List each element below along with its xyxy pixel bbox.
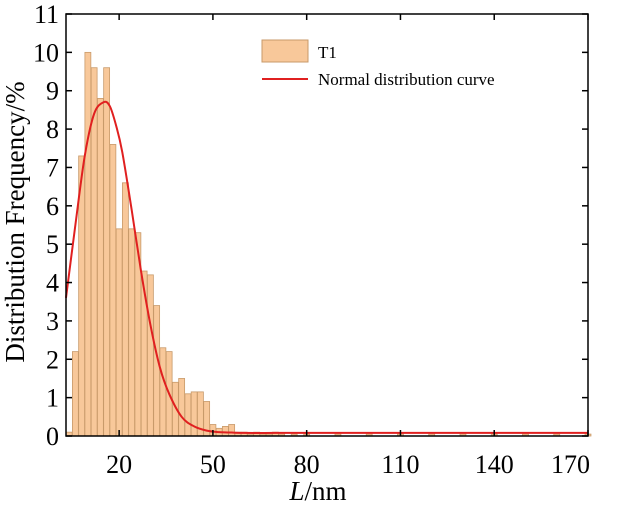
y-tick-label: 4 <box>46 269 59 298</box>
histogram-bar <box>153 305 161 437</box>
y-tick-label: 1 <box>46 384 59 413</box>
legend: T1 Normal distribution curve <box>261 39 495 89</box>
y-tick-label: 2 <box>46 345 59 374</box>
y-tick-label: 9 <box>46 77 59 106</box>
y-tick-label: 7 <box>46 153 59 182</box>
histogram-bar <box>184 393 192 437</box>
x-axis-title-unit: /nm <box>305 476 347 506</box>
y-tick-label: 10 <box>33 38 59 67</box>
histogram-bar <box>122 182 129 437</box>
bar-series-group <box>65 51 592 437</box>
y-tick-label: 8 <box>46 115 59 144</box>
histogram-bar <box>103 67 111 437</box>
histogram-bar <box>228 424 236 437</box>
histogram-bar <box>159 347 167 437</box>
x-tick-label: 80 <box>294 450 320 479</box>
x-axis-title-variable: L <box>288 476 304 506</box>
legend-curve-label: Normal distribution curve <box>318 70 495 89</box>
y-tick-label: 3 <box>46 307 59 336</box>
x-tick-label: 20 <box>106 450 132 479</box>
histogram-bar <box>72 351 79 437</box>
histogram-bar <box>115 228 123 437</box>
x-tick-label: 140 <box>475 450 514 479</box>
plot-frame <box>65 13 589 437</box>
histogram-bar <box>109 144 117 437</box>
x-tick-label: 110 <box>381 450 419 479</box>
histogram-bar <box>190 391 198 437</box>
y-tick-label: 0 <box>46 422 59 451</box>
y-tick-label: 11 <box>34 0 59 29</box>
legend-bar-swatch <box>261 39 309 63</box>
histogram-bar <box>97 98 104 437</box>
y-tick-label: 6 <box>46 192 59 221</box>
y-tick-label: 5 <box>46 230 59 259</box>
x-axis: 20 50 80 110 140 170 <box>106 14 590 479</box>
legend-bar-label: T1 <box>318 43 337 62</box>
x-tick-label: 50 <box>200 450 226 479</box>
y-axis-title: Distribution Frequency/% <box>0 81 30 362</box>
histogram-bar <box>84 51 92 437</box>
normal-curve-line <box>65 100 588 434</box>
histogram-bar <box>178 378 186 437</box>
y-axis: 0 1 2 3 4 5 6 7 8 9 10 11 <box>33 0 588 451</box>
histogram-bar <box>128 228 136 437</box>
x-axis-title: L/nm <box>288 476 346 506</box>
histogram-bar <box>147 274 154 437</box>
histogram-bar <box>222 426 229 437</box>
x-tick-label: 170 <box>551 450 590 479</box>
